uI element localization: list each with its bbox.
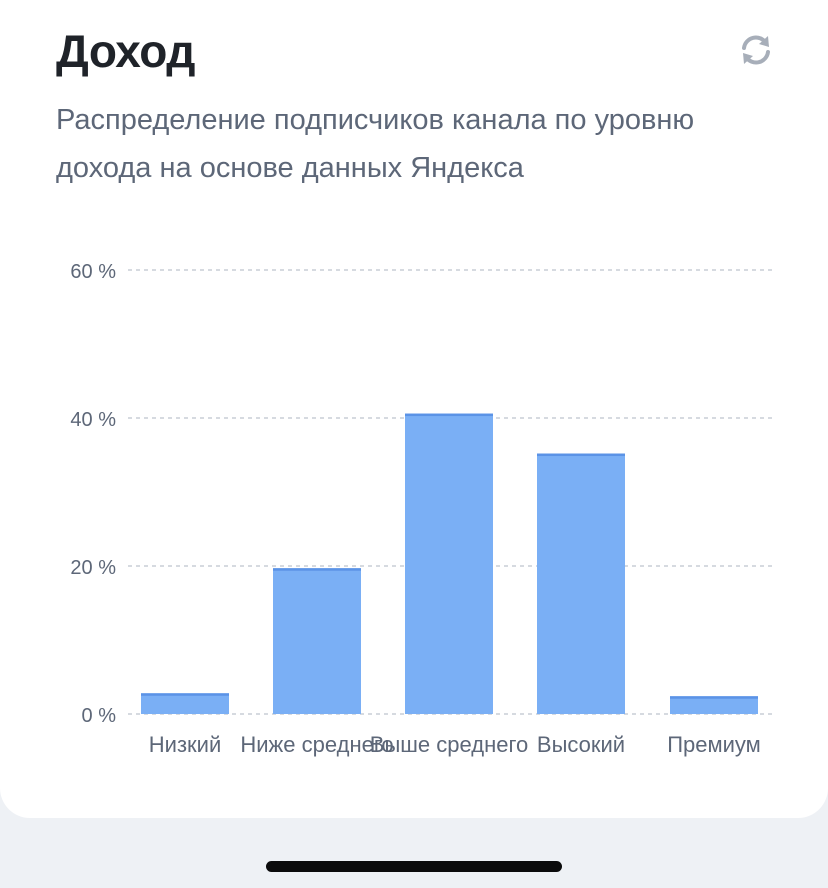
y-tick-label: 40 % [70, 409, 116, 431]
bar-top-edge [141, 693, 229, 696]
y-tick-label: 0 % [82, 705, 117, 727]
refresh-icon[interactable] [738, 32, 774, 68]
y-tick-label: 60 % [70, 261, 116, 283]
y-tick-label: 20 % [70, 557, 116, 579]
x-tick-label: Высокий [537, 732, 625, 757]
bar [537, 453, 625, 714]
x-tick-label: Ниже среднего [240, 732, 393, 757]
x-tick-label: Премиум [667, 732, 761, 757]
bar [405, 413, 493, 714]
card-title: Доход [56, 25, 195, 77]
bar-top-edge [273, 568, 361, 571]
x-tick-label: Низкий [149, 732, 221, 757]
income-card: Доход Распределение подписчиков канала п… [0, 0, 828, 818]
home-indicator[interactable] [266, 861, 562, 872]
bar-top-edge [405, 413, 493, 417]
bar-top-edge [537, 453, 625, 457]
card-subtitle: Распределение подписчиков канала по уров… [56, 104, 695, 184]
x-tick-label: Выше среднего [370, 732, 528, 757]
bar [670, 696, 758, 714]
bar-top-edge [670, 696, 758, 699]
bar [273, 568, 361, 714]
bar [141, 693, 229, 714]
